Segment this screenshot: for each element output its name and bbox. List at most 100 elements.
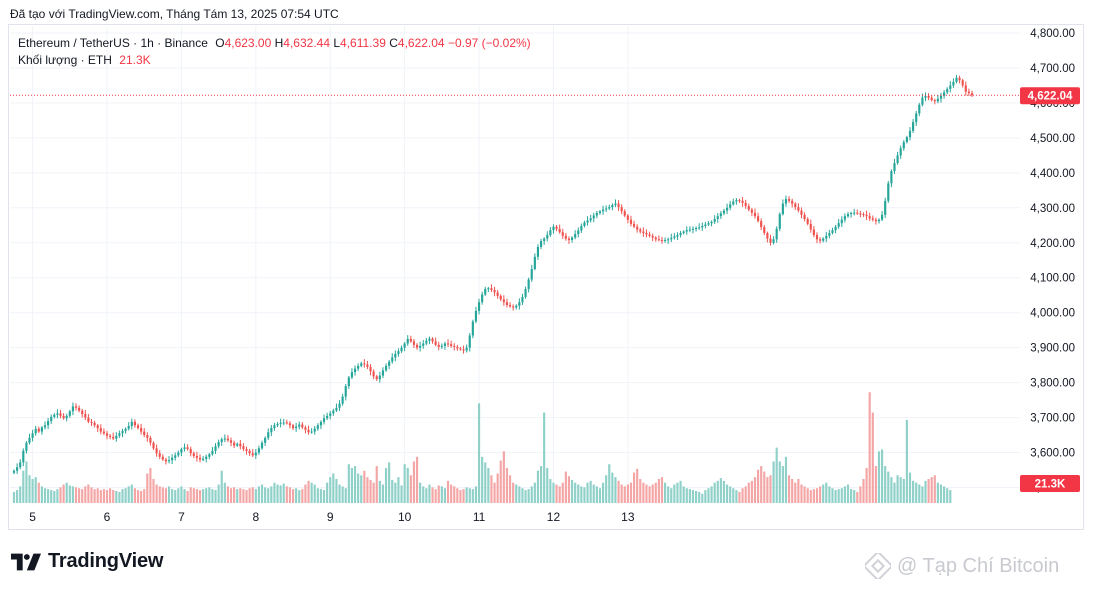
candle-body (74, 406, 78, 408)
volume-bar (605, 475, 608, 503)
candle-body (787, 199, 791, 201)
candle-body (121, 430, 124, 434)
candle-body (626, 215, 629, 220)
candle-body (239, 443, 242, 447)
candle-body (31, 433, 34, 438)
volume-bar (360, 475, 363, 503)
candle-body (902, 142, 905, 149)
candle-body (161, 456, 164, 460)
volume-bar (496, 473, 499, 503)
candle-body (912, 122, 915, 131)
volume-bar (840, 488, 843, 503)
volume-bar (369, 479, 372, 503)
candle-body (270, 428, 273, 433)
volume-bar (481, 456, 484, 503)
price-tick-label: 3,700.00 (1030, 413, 1075, 425)
candle-body (493, 289, 496, 293)
volume-bar (167, 486, 171, 503)
volume-bar (146, 473, 149, 503)
price-tick-label: 3,800.00 (1030, 378, 1075, 390)
volume-bar (732, 488, 735, 503)
candle-body (189, 449, 192, 454)
grid-lines (10, 26, 1020, 505)
volume-bar (775, 447, 778, 503)
candle-body (620, 207, 623, 212)
volume-bar (837, 489, 840, 503)
volume-bar (409, 475, 412, 503)
volume-bar (121, 489, 124, 503)
volume-bar (31, 479, 34, 503)
volume-bar (143, 489, 146, 503)
candle-body (527, 279, 530, 289)
candle-body (428, 338, 431, 341)
candle-body (180, 449, 183, 453)
candle-body (155, 448, 158, 454)
volume-bar (453, 486, 456, 503)
volume-bar (704, 490, 707, 503)
volume-bar (639, 479, 642, 503)
volume-bar (595, 486, 598, 503)
candle-body (688, 229, 691, 231)
volume-bar (12, 491, 16, 503)
candle-body (617, 203, 620, 208)
volume-bar (329, 477, 332, 503)
candle-body (927, 95, 930, 98)
candle-body (595, 213, 598, 216)
volume-bar (236, 489, 239, 503)
candle-body (363, 363, 366, 365)
candle-body (797, 207, 800, 211)
volume-bar (564, 471, 567, 503)
candle-body (437, 344, 440, 347)
candle-body (360, 363, 363, 366)
candle-body (99, 428, 102, 432)
time-axis: 5 6 7 8 9 10 11 12 13 (29, 510, 635, 524)
candle-body (264, 437, 267, 443)
candle-body (143, 431, 146, 436)
volume-bar (735, 490, 738, 503)
volume-bar (366, 477, 369, 503)
candle-body (260, 442, 264, 449)
candle-body (961, 80, 964, 86)
volume-bar (428, 484, 431, 503)
candle-body (257, 448, 261, 453)
volume-bar (322, 490, 326, 503)
volume-bar (40, 486, 43, 503)
volume-bar (161, 487, 164, 503)
volume-bar (725, 484, 729, 503)
volume-bar (288, 487, 292, 503)
candle-body (825, 235, 828, 239)
chart-frame (8, 24, 1084, 530)
candle-body (205, 456, 208, 459)
symbol-label[interactable]: Ethereum / TetherUS · 1h · Binance (18, 36, 208, 50)
volume-bar (831, 488, 834, 503)
candle-body (93, 422, 96, 426)
tradingview-brand[interactable]: TradingView (11, 550, 163, 573)
volume-bar (400, 485, 403, 503)
candle-body (670, 237, 673, 240)
volume-bar (741, 488, 744, 503)
volume-bar (412, 461, 416, 503)
candle-body (657, 239, 660, 241)
volume-bars (12, 392, 952, 503)
candle-body (202, 458, 205, 460)
volume-label[interactable]: Khối lượng · ETH (18, 53, 112, 67)
candle-body (580, 225, 583, 231)
volume-bar (443, 488, 447, 503)
volume-bar (22, 470, 25, 503)
candle-body (741, 200, 744, 203)
volume-bar (747, 482, 750, 503)
volume-bar (16, 490, 19, 503)
candle-body (918, 104, 921, 114)
volume-bar (685, 488, 688, 503)
candle-body (347, 377, 350, 387)
candle-body (43, 425, 47, 428)
volume-bar (583, 487, 586, 503)
volume-bar (50, 490, 53, 503)
volume-bar (267, 488, 270, 503)
candle-body (719, 213, 722, 217)
volume-bar (778, 461, 781, 503)
volume-bar (924, 480, 927, 503)
volume-bar (56, 489, 59, 503)
volume-bar (319, 489, 323, 503)
